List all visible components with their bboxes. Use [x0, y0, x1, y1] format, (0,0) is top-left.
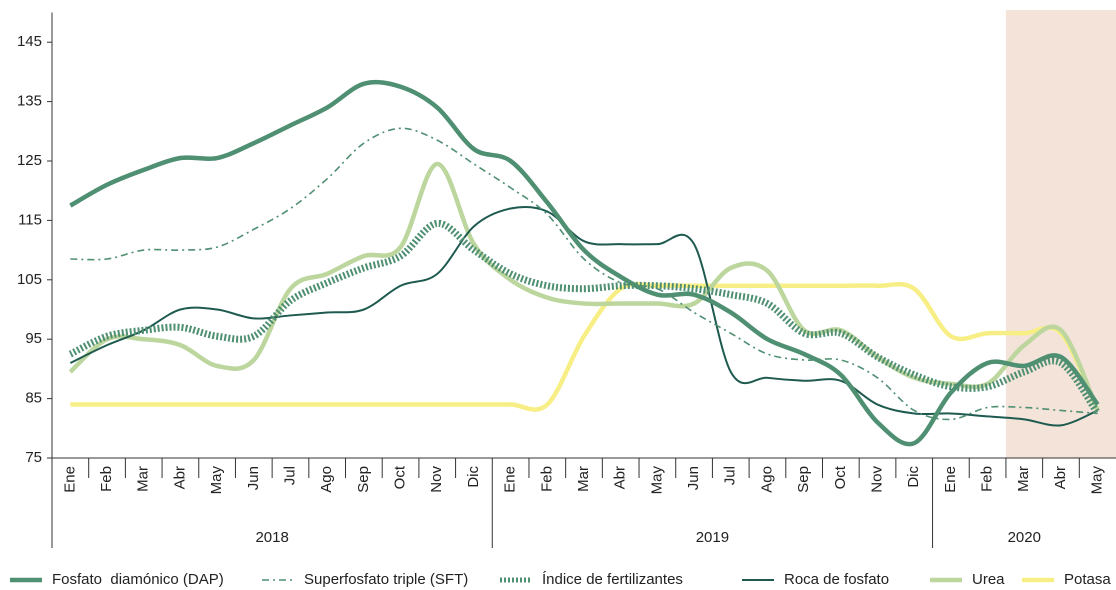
x-tick-label: Jul	[722, 466, 739, 485]
x-tick-label: Mar	[1015, 466, 1032, 492]
highlight-region	[1005, 10, 1116, 458]
x-tick-label: Jun	[245, 466, 262, 490]
legend-label: Potasa	[1064, 571, 1111, 588]
x-tick-label: Sep	[355, 466, 372, 493]
x-tick-label: Abr	[171, 466, 188, 489]
x-tick-label: May	[1089, 466, 1106, 495]
x-tick-label: Jun	[685, 466, 702, 490]
year-label: 2019	[696, 529, 729, 546]
x-tick-label: Feb	[98, 466, 115, 492]
y-tick-label: 145	[17, 33, 42, 50]
legend-label: Superfosfato triple (SFT)	[304, 571, 468, 588]
series-line	[70, 281, 1100, 412]
x-tick-label: Mar	[575, 466, 592, 492]
y-tick-label: 105	[17, 271, 42, 288]
x-tick-label: May	[648, 466, 665, 495]
y-tick-label: 125	[17, 152, 42, 169]
series-line	[69, 79, 1100, 447]
x-tick-label: Ago	[318, 466, 335, 493]
x-tick-label: Oct	[392, 465, 409, 489]
legend-label: Fosfato diamónico (DAP)	[52, 571, 224, 588]
series-line	[68, 219, 1101, 416]
x-tick-label: Ene	[502, 466, 519, 493]
x-tick-label: Abr	[612, 466, 629, 489]
y-tick-label: 135	[17, 93, 42, 110]
x-tick-label: Ene	[61, 466, 78, 493]
x-tick-label: Abr	[1052, 466, 1069, 489]
y-tick-label: 115	[18, 211, 42, 228]
year-label: 2018	[255, 529, 288, 546]
series-line	[70, 127, 1098, 421]
x-tick-label: Dic	[905, 466, 922, 488]
legend-label: Roca de fosfato	[784, 571, 889, 588]
x-tick-label: Oct	[832, 465, 849, 489]
x-tick-label: Nov	[428, 466, 445, 493]
legend-label: Índice de fertilizantes	[542, 571, 683, 588]
x-tick-label: May	[208, 466, 225, 495]
x-tick-label: Jul	[281, 466, 298, 485]
x-tick-label: Nov	[868, 466, 885, 493]
x-tick-label: Feb	[538, 466, 555, 492]
x-tick-label: Ago	[758, 466, 775, 493]
x-tick-label: Sep	[795, 466, 812, 493]
x-tick-label: Dic	[465, 466, 482, 488]
x-tick-label: Feb	[979, 466, 996, 492]
x-tick-label: Ene	[942, 466, 959, 493]
y-tick-label: 95	[25, 330, 42, 347]
series-line	[69, 205, 1099, 427]
legend-label: Urea	[972, 571, 1005, 588]
y-tick-label: 85	[25, 390, 42, 407]
year-label: 2020	[1008, 529, 1041, 546]
y-tick-label: 75	[25, 449, 42, 466]
x-tick-label: Mar	[135, 466, 152, 492]
series-line	[68, 161, 1100, 412]
